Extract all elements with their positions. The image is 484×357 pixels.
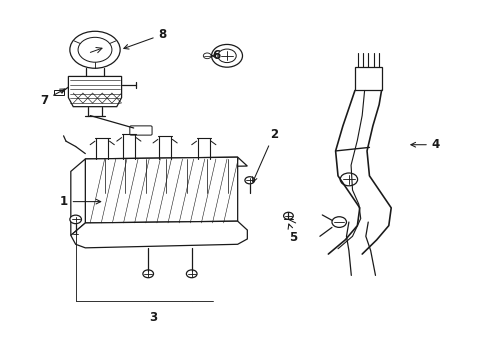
Polygon shape [68, 76, 121, 107]
FancyBboxPatch shape [54, 90, 63, 95]
Text: 1: 1 [60, 195, 101, 208]
Text: 2: 2 [252, 127, 277, 182]
Text: 5: 5 [287, 224, 297, 244]
Text: 6: 6 [212, 49, 220, 62]
Polygon shape [85, 157, 247, 169]
Text: 8: 8 [123, 28, 166, 49]
Text: 3: 3 [149, 311, 157, 324]
Polygon shape [71, 221, 247, 248]
Circle shape [143, 270, 153, 278]
Circle shape [211, 44, 242, 67]
Circle shape [331, 217, 346, 227]
Polygon shape [85, 157, 237, 223]
Text: 7: 7 [40, 89, 65, 107]
Circle shape [70, 31, 120, 68]
Text: 4: 4 [410, 138, 439, 151]
FancyBboxPatch shape [354, 67, 381, 90]
FancyBboxPatch shape [130, 126, 152, 135]
Circle shape [186, 270, 197, 278]
Circle shape [339, 173, 357, 186]
Polygon shape [71, 159, 85, 235]
Circle shape [70, 215, 81, 224]
Circle shape [244, 177, 254, 184]
Circle shape [283, 212, 293, 220]
